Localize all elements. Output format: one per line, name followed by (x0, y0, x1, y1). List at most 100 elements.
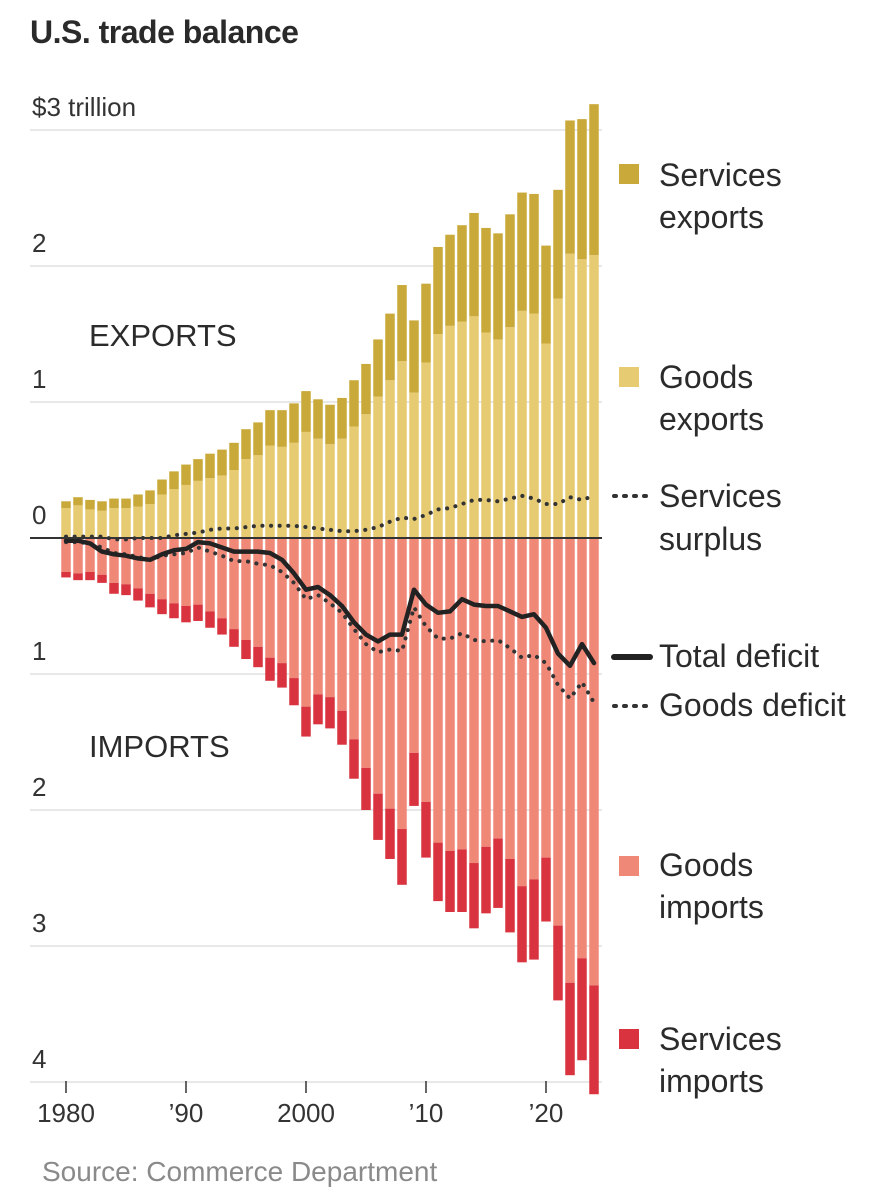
goods-imports-bar (493, 538, 503, 839)
line-series (63, 493, 597, 705)
goods-imports-bar (565, 538, 575, 983)
legend-label: Goods (659, 847, 753, 883)
imports-section-label: IMPORTS (89, 729, 230, 764)
services-exports-bar (145, 490, 155, 504)
goods-imports-bar (553, 538, 563, 926)
goods-imports-bar (469, 538, 479, 864)
services-exports-bar (517, 192, 527, 311)
goods-exports-bar (265, 445, 275, 538)
services-exports-bar (433, 246, 443, 334)
goods-exports-bar (277, 446, 287, 538)
services-exports-bar (109, 498, 119, 509)
services-exports-bar (157, 479, 167, 495)
goods-imports-bar (217, 538, 227, 619)
goods-imports-bar (73, 538, 83, 574)
legend-goods-exports: Goods exports (619, 359, 764, 437)
services-exports-bar (397, 285, 407, 362)
goods-imports-bar (517, 538, 527, 887)
goods-imports-bar (373, 538, 383, 794)
goods-imports-bar (349, 538, 359, 740)
goods-exports-bar (205, 478, 215, 538)
goods-exports-bar (445, 325, 455, 538)
x-tick-label: ’20 (529, 1098, 564, 1128)
services-imports-bar (397, 829, 407, 885)
services-exports-bar (265, 410, 275, 446)
services-exports-bar (73, 497, 83, 506)
goods-imports-bar (313, 538, 323, 695)
services-exports-bar (229, 442, 239, 470)
services-imports-bar (241, 640, 251, 660)
legend-label: imports (659, 889, 764, 925)
goods-imports-bar (229, 538, 239, 630)
goods-exports-bar (145, 504, 155, 538)
chart-title: U.S. trade balance (30, 14, 299, 50)
services-imports-bar (529, 879, 539, 960)
goods-exports-bar (493, 339, 503, 538)
legend-goods-deficit: Goods deficit (612, 687, 846, 723)
goods-exports-bar (481, 332, 491, 538)
goods-imports-bar (385, 538, 395, 809)
y-tick-label: 1 (32, 364, 46, 394)
services-imports-bar (493, 838, 503, 908)
goods-imports-bar (505, 538, 515, 859)
goods-imports-bar (61, 538, 71, 572)
services-imports-bar (301, 706, 311, 737)
goods-imports-bar (133, 538, 143, 589)
services-exports-bar (85, 499, 95, 510)
goods-imports-bar (145, 538, 155, 594)
services-exports-bar (313, 399, 323, 439)
services-exports-bar (121, 498, 131, 509)
services-imports-bar (289, 678, 299, 706)
y-tick-label: 3 (32, 908, 46, 938)
legend-services-exports: Services exports (619, 157, 782, 235)
services-exports-bar (589, 104, 599, 256)
y-tick-label: 2 (32, 228, 46, 258)
services-imports-bar (385, 808, 395, 859)
services-imports-bar (313, 694, 323, 725)
services-imports-bar (553, 925, 563, 1001)
goods-exports-bar (409, 392, 419, 538)
services-imports-bar (457, 849, 467, 912)
services-exports-bar (445, 234, 455, 326)
y-tick-label: 1 (32, 636, 46, 666)
goods-imports-bar (541, 538, 551, 858)
goods-exports-bar (457, 321, 467, 538)
goods-exports-bar (97, 510, 107, 538)
services-exports-bar (529, 193, 539, 314)
services-exports-bar (385, 313, 395, 381)
services-imports-bar (337, 710, 347, 745)
services-exports-bar (289, 403, 299, 443)
goods-exports-bar (385, 380, 395, 538)
services-exports-bar (421, 283, 431, 363)
services-exports-bar (541, 245, 551, 344)
services-imports-bar (73, 573, 83, 581)
legend-swatch-goods-imports (619, 856, 639, 876)
goods-exports-bar (157, 494, 167, 538)
services-imports-bar (517, 886, 527, 963)
goods-deficit-line (64, 540, 596, 705)
goods-exports-bar (421, 362, 431, 538)
services-imports-bar (85, 572, 95, 581)
goods-exports-bar (553, 298, 563, 538)
services-exports-bar (337, 397, 347, 439)
goods-exports-bar (349, 426, 359, 538)
goods-imports-bar (421, 538, 431, 802)
services-imports-bar (217, 618, 227, 635)
goods-exports-bar (61, 508, 71, 538)
goods-imports-bar (361, 538, 371, 768)
goods-imports-bar (433, 538, 443, 843)
goods-imports-bar (241, 538, 251, 640)
goods-exports-bar (325, 444, 335, 538)
goods-exports-bar (85, 509, 95, 538)
goods-exports-bar (181, 484, 191, 538)
services-exports-bar (325, 404, 335, 445)
services-imports-bar (349, 739, 359, 779)
services-imports-bar (481, 846, 491, 914)
goods-imports-bar (109, 538, 119, 583)
services-exports-bar (277, 410, 287, 447)
services-imports-bar (97, 574, 107, 583)
y-tick-label: $3 trillion (32, 92, 136, 122)
goods-imports-bar (301, 538, 311, 707)
services-exports-bar (61, 501, 71, 509)
services-exports-bar (193, 459, 203, 481)
